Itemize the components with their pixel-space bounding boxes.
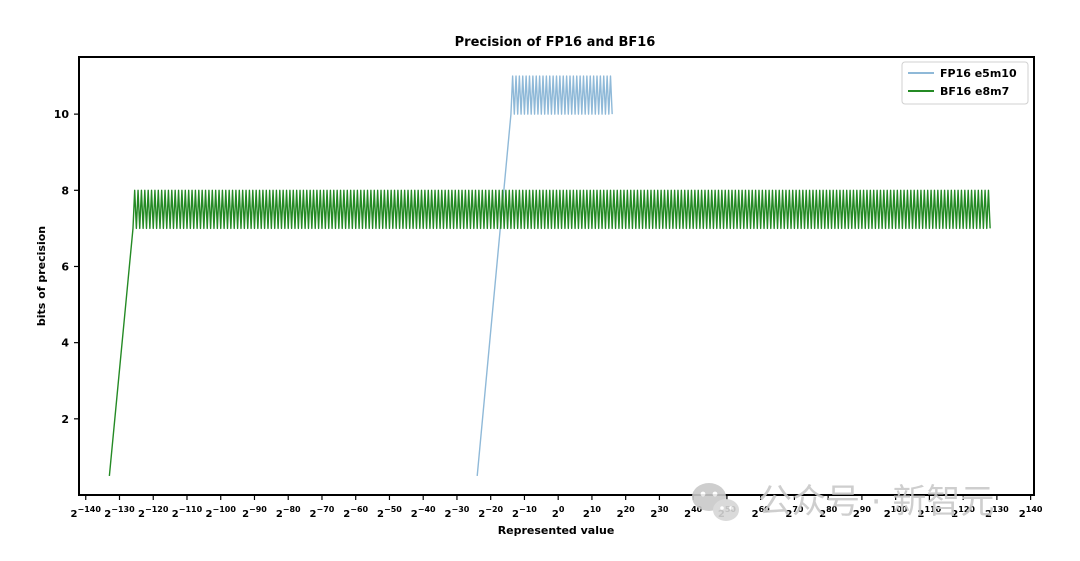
x-tick-label: 2110 — [918, 505, 942, 520]
chart-title: Precision of FP16 and BF16 — [455, 35, 656, 50]
y-tick-label: 6 — [61, 260, 69, 273]
y-tick-label: 10 — [54, 108, 70, 121]
x-tick-label: 2−10 — [512, 505, 537, 520]
y-axis-label: bits of precision — [35, 226, 48, 326]
x-tick-label: 230 — [650, 505, 669, 520]
series-line-1 — [108, 189, 991, 477]
legend-label-fp16: FP16 e5m10 — [940, 67, 1017, 80]
x-tick-label: 2−30 — [445, 505, 470, 520]
x-tick-label: 20 — [552, 505, 565, 520]
x-tick-label: 2−100 — [206, 505, 237, 520]
x-tick-label: 270 — [785, 505, 804, 520]
x-tick-label: 210 — [583, 505, 602, 520]
x-tick-label: 2−110 — [172, 505, 203, 520]
x-tick-label: 2−50 — [377, 505, 402, 520]
x-tick-label: 2100 — [884, 505, 908, 520]
x-tick-label: 2−80 — [276, 505, 301, 520]
x-tick-label: 2−70 — [310, 505, 335, 520]
series-line-0 — [476, 75, 613, 477]
x-tick-label: 2−130 — [104, 505, 135, 520]
y-tick-label: 4 — [61, 337, 69, 350]
plot-series — [108, 75, 991, 477]
x-axis-label: Represented value — [498, 524, 615, 537]
x-tick-label: 260 — [752, 505, 771, 520]
x-tick-label: 2−40 — [411, 505, 436, 520]
legend: FP16 e5m10 BF16 e8m7 — [901, 61, 1029, 105]
x-tick-label: 240 — [684, 505, 703, 520]
y-axis-ticks: 2 4 6 8 10 — [54, 108, 79, 426]
wechat-icon — [692, 483, 739, 521]
y-tick-label: 2 — [61, 413, 69, 426]
x-tick-label: 220 — [617, 505, 636, 520]
x-tick-label: 2−60 — [343, 505, 368, 520]
x-tick-label: 280 — [819, 505, 838, 520]
x-tick-label: 290 — [853, 505, 872, 520]
y-tick-label: 8 — [61, 184, 69, 197]
watermark: 公众号 · 新智元 — [692, 482, 994, 522]
x-tick-label: 2130 — [985, 505, 1009, 520]
plot-frame — [78, 56, 1035, 496]
x-tick-label: 2−120 — [138, 505, 169, 520]
x-tick-label: 2120 — [951, 505, 975, 520]
x-tick-label: 2140 — [1019, 505, 1043, 520]
x-tick-label: 2−20 — [478, 505, 503, 520]
legend-label-bf16: BF16 e8m7 — [940, 85, 1009, 98]
x-tick-label: 2−90 — [242, 505, 267, 520]
x-tick-label: 2−140 — [71, 505, 102, 520]
watermark-text: 公众号 · 新智元 — [758, 482, 994, 522]
